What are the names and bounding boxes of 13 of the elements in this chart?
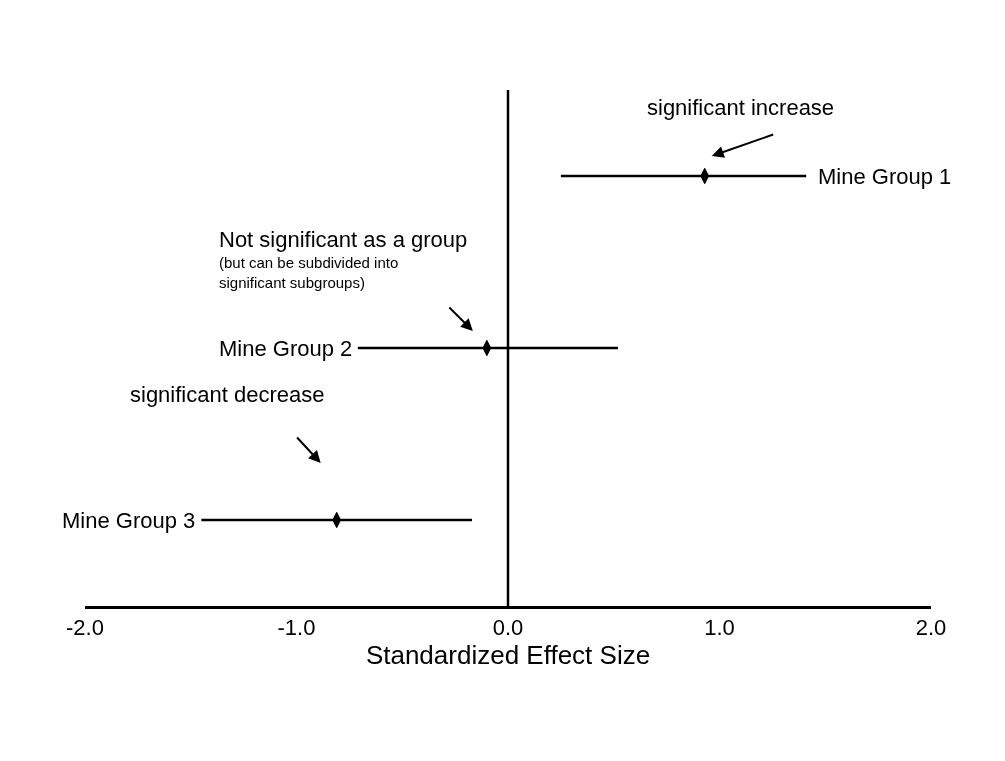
x-tick-label: -2.0	[66, 615, 104, 641]
x-tick-label: 0.0	[492, 615, 524, 641]
x-axis-title: Standardized Effect Size	[365, 640, 651, 671]
annotation: Not significant as a group	[219, 227, 468, 252]
x-tick-label: 1.0	[704, 615, 735, 641]
x-tick-label: 2.0	[915, 615, 947, 641]
annotation: significant decrease	[130, 382, 325, 407]
x-tick-label: -1.0	[277, 615, 316, 641]
annotation: significant increase	[647, 95, 835, 120]
annotation: (but can be subdivided into significant subgroups)	[219, 254, 399, 291]
y-tick-label: Mine Group 2	[219, 336, 353, 361]
y-tick-label: Mine Group 1	[818, 164, 952, 189]
y-tick-label: Mine Group 3	[62, 508, 196, 533]
